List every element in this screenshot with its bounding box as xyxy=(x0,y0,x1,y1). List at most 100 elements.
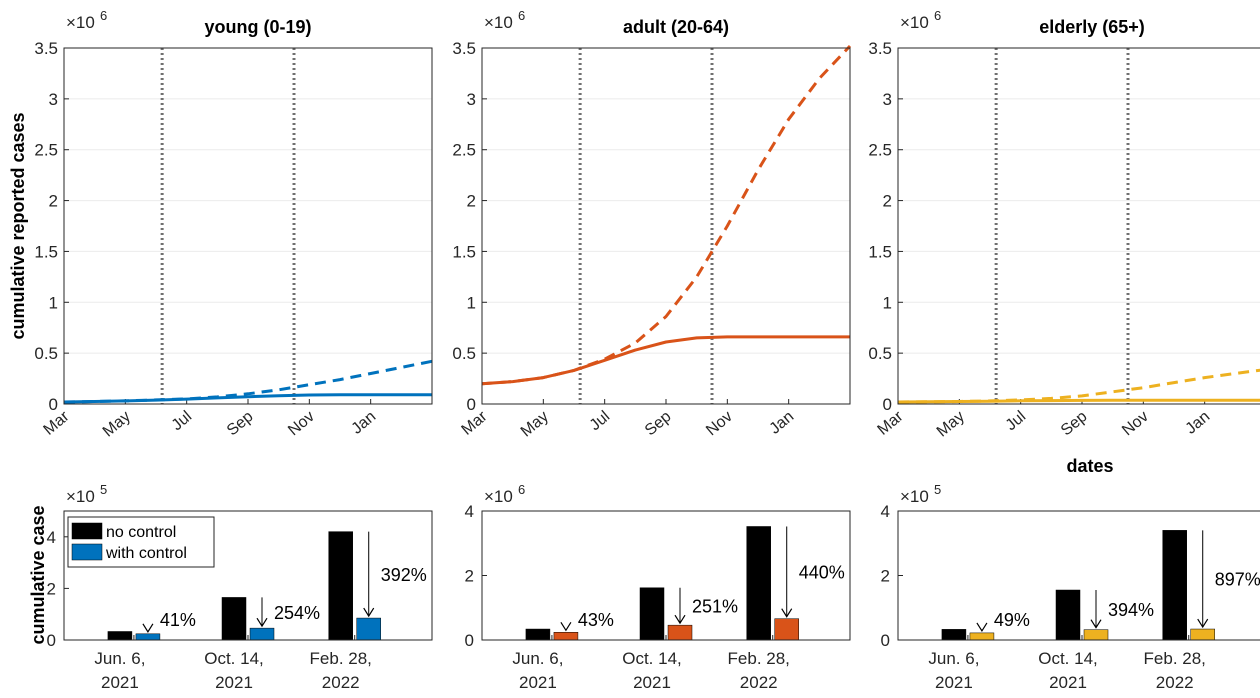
category-label-year: 2021 xyxy=(1049,673,1087,692)
x-tick-label: Jan xyxy=(767,408,798,438)
y-tick-label: 2 xyxy=(49,192,58,211)
series-with-control xyxy=(897,398,1260,404)
category-label: Oct. 14, xyxy=(1038,649,1098,668)
y-axis-label-bottom: cumulative case xyxy=(28,505,48,644)
x-tick-label: Sep xyxy=(224,408,257,439)
reduction-percent: 394% xyxy=(1108,600,1154,620)
category-label-year: 2021 xyxy=(519,673,557,692)
axis-exponent-power: 6 xyxy=(518,8,525,23)
axis-exponent-power: 6 xyxy=(518,482,525,497)
reduction-arrowhead xyxy=(674,614,686,625)
series-no-control xyxy=(897,368,1260,404)
y-tick-label: 4 xyxy=(881,502,890,521)
y-tick-label: 3 xyxy=(49,90,58,109)
axis-exponent: ×10 xyxy=(66,487,95,506)
panel-title: young (0-19) xyxy=(204,17,311,37)
axis-exponent: ×10 xyxy=(484,487,513,506)
reduction-percent: 440% xyxy=(799,563,845,583)
axes-frame xyxy=(481,510,851,641)
axis-exponent: ×10 xyxy=(900,13,929,32)
x-tick-label: Jan xyxy=(349,408,380,438)
axes-frame xyxy=(897,47,1260,405)
axis-exponent-power: 5 xyxy=(100,482,107,497)
series-no-control xyxy=(481,44,852,386)
y-tick-label: 0 xyxy=(883,395,892,414)
y-tick-label: 0.5 xyxy=(34,344,58,363)
bar-panel-adult: 0 2 4 43% Jun. 6, 2021 251% Oct. 14, 2021 440% Feb… xyxy=(465,482,851,692)
x-tick-label: Jul xyxy=(1003,408,1030,434)
reduction-arrowhead xyxy=(781,608,793,618)
y-tick-label: 2 xyxy=(883,192,892,211)
axis-exponent: ×10 xyxy=(484,13,513,32)
axis-exponent-power: 5 xyxy=(934,482,941,497)
y-tick-label: 2 xyxy=(47,579,56,598)
bar-with-control xyxy=(969,632,995,641)
y-tick-label: 0.5 xyxy=(452,344,476,363)
x-tick-label: Nov xyxy=(703,408,736,439)
series-with-control xyxy=(63,393,432,404)
bar-no-control xyxy=(107,631,133,641)
y-tick-label: 4 xyxy=(47,528,56,547)
x-axis-label-top: dates xyxy=(1066,456,1113,476)
reduction-percent: 41% xyxy=(160,610,196,630)
y-tick-label: 1.5 xyxy=(34,242,58,261)
line-panel-young: 0 0.5 1 1.5 2 2.5 3 3.5 Mar May Jul Sep Nov Jan ×10 6 yo… xyxy=(34,8,433,440)
axis-exponent-power: 6 xyxy=(934,8,941,23)
x-tick-label: May xyxy=(934,408,968,440)
category-label-year: 2021 xyxy=(935,673,973,692)
category-label: Jun. 6, xyxy=(94,649,145,668)
bar-with-control xyxy=(356,617,381,641)
y-tick-label: 3.5 xyxy=(452,39,476,58)
line-panel-adult: 0 0.5 1 1.5 2 2.5 3 3.5 Mar May Jul Sep Nov Jan ×10 6 ad… xyxy=(452,8,852,440)
y-tick-label: 1.5 xyxy=(452,242,476,261)
x-tick-label: Sep xyxy=(1058,408,1091,439)
y-tick-label: 2 xyxy=(881,567,890,586)
y-tick-label: 3 xyxy=(883,90,892,109)
y-tick-label: 1 xyxy=(883,293,892,312)
bar-with-control xyxy=(774,618,799,641)
y-tick-label: 0.5 xyxy=(868,344,892,363)
legend-label: with control xyxy=(105,545,187,562)
x-tick-label: Jul xyxy=(169,408,196,434)
x-tick-label: Mar xyxy=(459,408,492,439)
reduction-percent: 251% xyxy=(692,596,738,616)
x-tick-label: May xyxy=(100,408,134,440)
bar-no-control xyxy=(221,597,247,641)
reduction-percent: 392% xyxy=(381,565,427,585)
category-label: Jun. 6, xyxy=(512,649,563,668)
axes-frame xyxy=(63,510,433,641)
bar-no-control xyxy=(1162,530,1187,641)
reduction-arrowhead xyxy=(363,607,375,618)
bar-no-control xyxy=(639,587,665,641)
reduction-arrowhead xyxy=(976,622,988,633)
axes-frame xyxy=(897,510,1260,641)
category-label: Oct. 14, xyxy=(622,649,682,668)
y-tick-label: 0 xyxy=(465,631,474,650)
axes-frame xyxy=(63,47,433,405)
y-tick-label: 1 xyxy=(49,293,58,312)
bar-no-control xyxy=(1055,589,1081,641)
y-tick-label: 2.5 xyxy=(34,141,58,160)
axis-exponent: ×10 xyxy=(66,13,95,32)
legend-swatch xyxy=(71,522,103,540)
category-label-year: 2022 xyxy=(1156,673,1194,692)
y-tick-label: 0 xyxy=(881,631,890,650)
x-tick-label: Mar xyxy=(875,408,908,439)
reduction-arrowhead xyxy=(256,617,268,628)
reduction-arrowhead xyxy=(1090,619,1102,629)
axes-frame xyxy=(481,47,851,405)
reduction-arrowhead xyxy=(1197,618,1209,629)
bar-with-control xyxy=(1190,628,1215,641)
bar-panel-young: 0 2 4 41% Jun. 6, 2021 254% Oct. 14, 2021 392% Feb… xyxy=(47,482,433,692)
y-tick-label: 0 xyxy=(49,395,58,414)
y-tick-label: 2 xyxy=(465,567,474,586)
legend: no control with control xyxy=(67,516,215,568)
reduction-percent: 49% xyxy=(994,610,1030,630)
y-tick-label: 0 xyxy=(47,631,56,650)
x-tick-label: Jul xyxy=(587,408,614,434)
bar-no-control xyxy=(941,629,967,641)
legend-label: no control xyxy=(106,524,176,541)
x-tick-label: May xyxy=(518,408,552,440)
bar-no-control xyxy=(525,628,551,641)
